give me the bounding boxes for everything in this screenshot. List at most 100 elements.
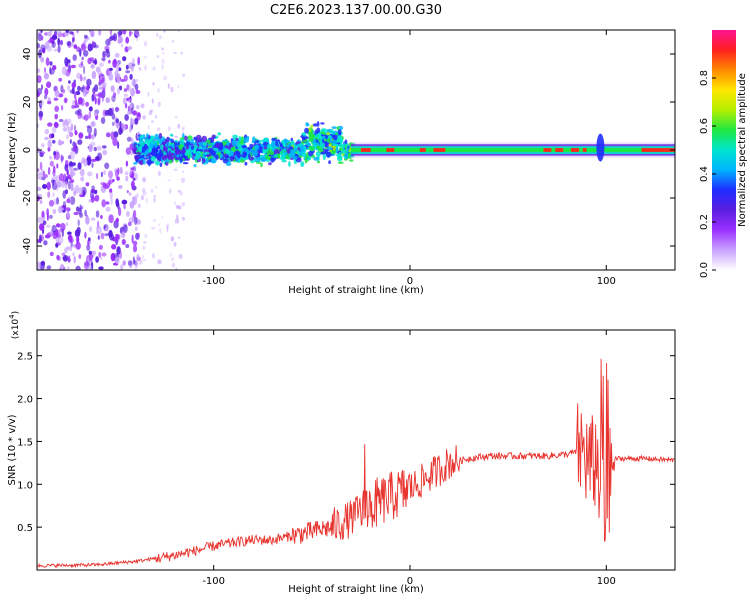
spectrogram-signal-speck <box>150 135 154 142</box>
spectrogram-noise-speck <box>161 64 164 70</box>
spectrogram-noise-speck <box>112 92 117 98</box>
spectrogram-noise-speck <box>136 253 141 262</box>
spectrogram-signal-speck <box>255 140 260 143</box>
spectrogram-noise-speck <box>158 170 161 177</box>
spectrogram-noise-speck <box>127 46 132 50</box>
spectrogram-noise-speck <box>72 141 76 148</box>
spectrogram-noise-speck <box>65 30 70 34</box>
spectrogram-noise-speck <box>91 40 95 47</box>
spectrogram-noise-speck <box>98 30 102 36</box>
spectrogram-noise-speck <box>46 208 49 217</box>
spectrogram-noise-speck <box>77 97 83 105</box>
spectrogram-noise-speck <box>167 83 170 86</box>
spectrogram-signal-speck <box>265 155 270 159</box>
spectrogram-signal-speck <box>288 146 294 150</box>
spectrogram-noise-speck <box>37 186 42 191</box>
spectrogram-noise-speck <box>115 72 121 81</box>
spectrogram-y-tick-label: 40 <box>22 48 33 61</box>
spectrogram-noise-speck <box>91 162 94 169</box>
spectrogram-signal-speck <box>227 145 232 150</box>
spectrogram-noise-speck <box>53 121 59 129</box>
spectrogram-noise-speck <box>51 133 55 139</box>
spectrogram-noise-speck <box>150 188 154 193</box>
spectrogram-noise-speck <box>66 211 70 219</box>
spectrogram-signal-speck <box>215 143 221 148</box>
spectrogram-noise-speck <box>125 103 128 109</box>
spectrogram-signal-speck <box>215 154 219 160</box>
spectrogram-noise-speck <box>73 190 77 196</box>
spectrogram-noise-speck <box>105 38 111 46</box>
spectrogram-noise-speck <box>174 201 176 206</box>
spectrogram-noise-speck <box>109 67 113 71</box>
spectrogram-noise-speck <box>67 59 71 64</box>
spectrogram-noise-speck <box>43 240 48 246</box>
spectrogram-noise-speck <box>159 35 162 40</box>
spectrogram-noise-speck <box>63 97 68 104</box>
spectrogram-noise-speck <box>104 162 110 170</box>
spectrogram-noise-speck <box>173 168 178 171</box>
spectrogram-noise-speck <box>134 226 138 232</box>
spectrogram-noise-speck <box>127 260 133 266</box>
spectrogram-noise-speck <box>91 94 95 102</box>
spectrogram-noise-speck <box>129 104 133 109</box>
spectrogram-signal-speck <box>204 151 210 155</box>
spectrogram-signal-speck <box>167 148 172 152</box>
spectrogram-noise-speck <box>37 172 43 180</box>
spectrogram-noise-speck <box>124 114 129 121</box>
spectrogram-noise-speck <box>60 154 63 163</box>
spectrogram-noise-speck <box>161 58 165 64</box>
spectrogram-noise-speck <box>174 116 178 119</box>
spectrogram-noise-speck <box>72 146 78 153</box>
spectrogram-noise-speck <box>163 75 167 81</box>
spectrogram-noise-speck <box>46 31 52 37</box>
spectrogram-noise-speck <box>83 114 89 121</box>
spectrogram-noise-speck <box>101 199 106 208</box>
spectrogram-noise-speck <box>98 266 104 270</box>
spectrogram-y-tick-label: -40 <box>22 238 33 254</box>
spectrogram-noise-speck <box>163 30 166 33</box>
spectrogram-signal-speck <box>326 132 331 136</box>
spectrogram-signal-speck <box>275 139 279 147</box>
spectrogram-noise-speck <box>40 143 45 148</box>
snr-y-tick-label: 2.0 <box>17 395 33 406</box>
spectrogram-noise-speck <box>95 230 99 234</box>
spectrogram-noise-speck <box>41 84 43 90</box>
spectrogram-x-axis-label: Height of straight line (km) <box>288 285 424 296</box>
spectrogram-noise-speck <box>98 244 103 250</box>
spectrogram-noise-speck <box>99 62 104 67</box>
spectrogram-peak-patch <box>543 148 552 152</box>
spectrogram-noise-speck <box>117 36 124 44</box>
spectrogram-noise-speck <box>74 130 78 136</box>
spectrogram-noise-speck <box>102 182 107 189</box>
spectrogram-noise-speck <box>77 162 82 170</box>
spectrogram-noise-speck <box>41 210 45 218</box>
spectrogram-noise-speck <box>177 189 181 193</box>
spectrogram-signal-speck <box>335 132 338 136</box>
spectrogram-signal-speck <box>164 159 170 163</box>
colorbar-label: Normalized spectral amplitude <box>737 73 748 227</box>
spectrogram-noise-speck <box>37 216 43 224</box>
snr-x-tick-label: -100 <box>202 576 225 587</box>
spectrogram-noise-speck <box>79 48 82 57</box>
spectrogram-noise-speck <box>88 250 92 255</box>
spectrogram-noise-speck <box>66 168 69 176</box>
spectrogram-noise-speck <box>69 196 76 205</box>
spectrogram-noise-speck <box>70 238 74 243</box>
spectrogram-noise-speck <box>67 84 70 92</box>
spectrogram-noise-speck <box>100 215 103 219</box>
spectrogram-noise-speck <box>45 57 50 67</box>
spectrogram-noise-speck <box>86 78 92 86</box>
spectrogram-noise-speck <box>104 233 110 237</box>
spectrogram-noise-speck <box>167 83 170 90</box>
spectrogram-noise-speck <box>79 74 83 82</box>
spectrogram-noise-speck <box>131 79 136 87</box>
spectrogram-signal-speck <box>338 143 345 148</box>
spectrogram-noise-speck <box>51 34 58 40</box>
spectrogram-noise-speck <box>106 51 111 58</box>
spectrogram-noise-speck <box>37 75 42 84</box>
spectrogram-noise-speck <box>82 88 87 97</box>
spectrogram-noise-speck <box>62 255 69 262</box>
spectrogram-noise-speck <box>174 135 178 138</box>
spectrogram-noise-speck <box>122 97 127 105</box>
spectrogram-noise-speck <box>65 134 69 140</box>
